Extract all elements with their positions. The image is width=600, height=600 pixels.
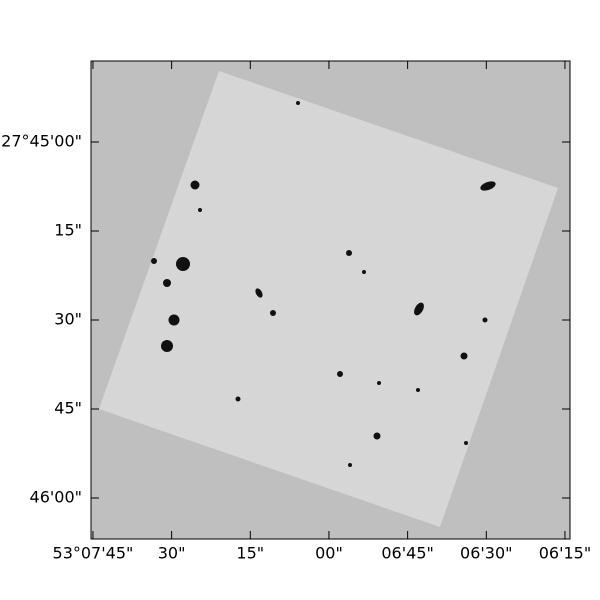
sources [151, 101, 496, 467]
y-tick-label: 46'00" [30, 488, 82, 507]
y-tick-label: 27°45'00" [1, 131, 82, 150]
plot-frame [90, 60, 571, 540]
y-tick-label: 15" [54, 221, 82, 240]
x-tick-label: 00" [315, 544, 343, 563]
y-tick-label: 30" [54, 309, 82, 328]
image-footprint [99, 71, 558, 527]
y-tick-label: 45" [54, 399, 82, 418]
x-tick-label: 53°07'45" [53, 544, 134, 563]
x-tick-label: 06'15" [539, 544, 591, 563]
x-tick-label: 06'30" [460, 544, 512, 563]
x-tick-label: 15" [236, 544, 264, 563]
x-tick-label: 30" [158, 544, 186, 563]
x-tick-label: 06'45" [381, 544, 433, 563]
